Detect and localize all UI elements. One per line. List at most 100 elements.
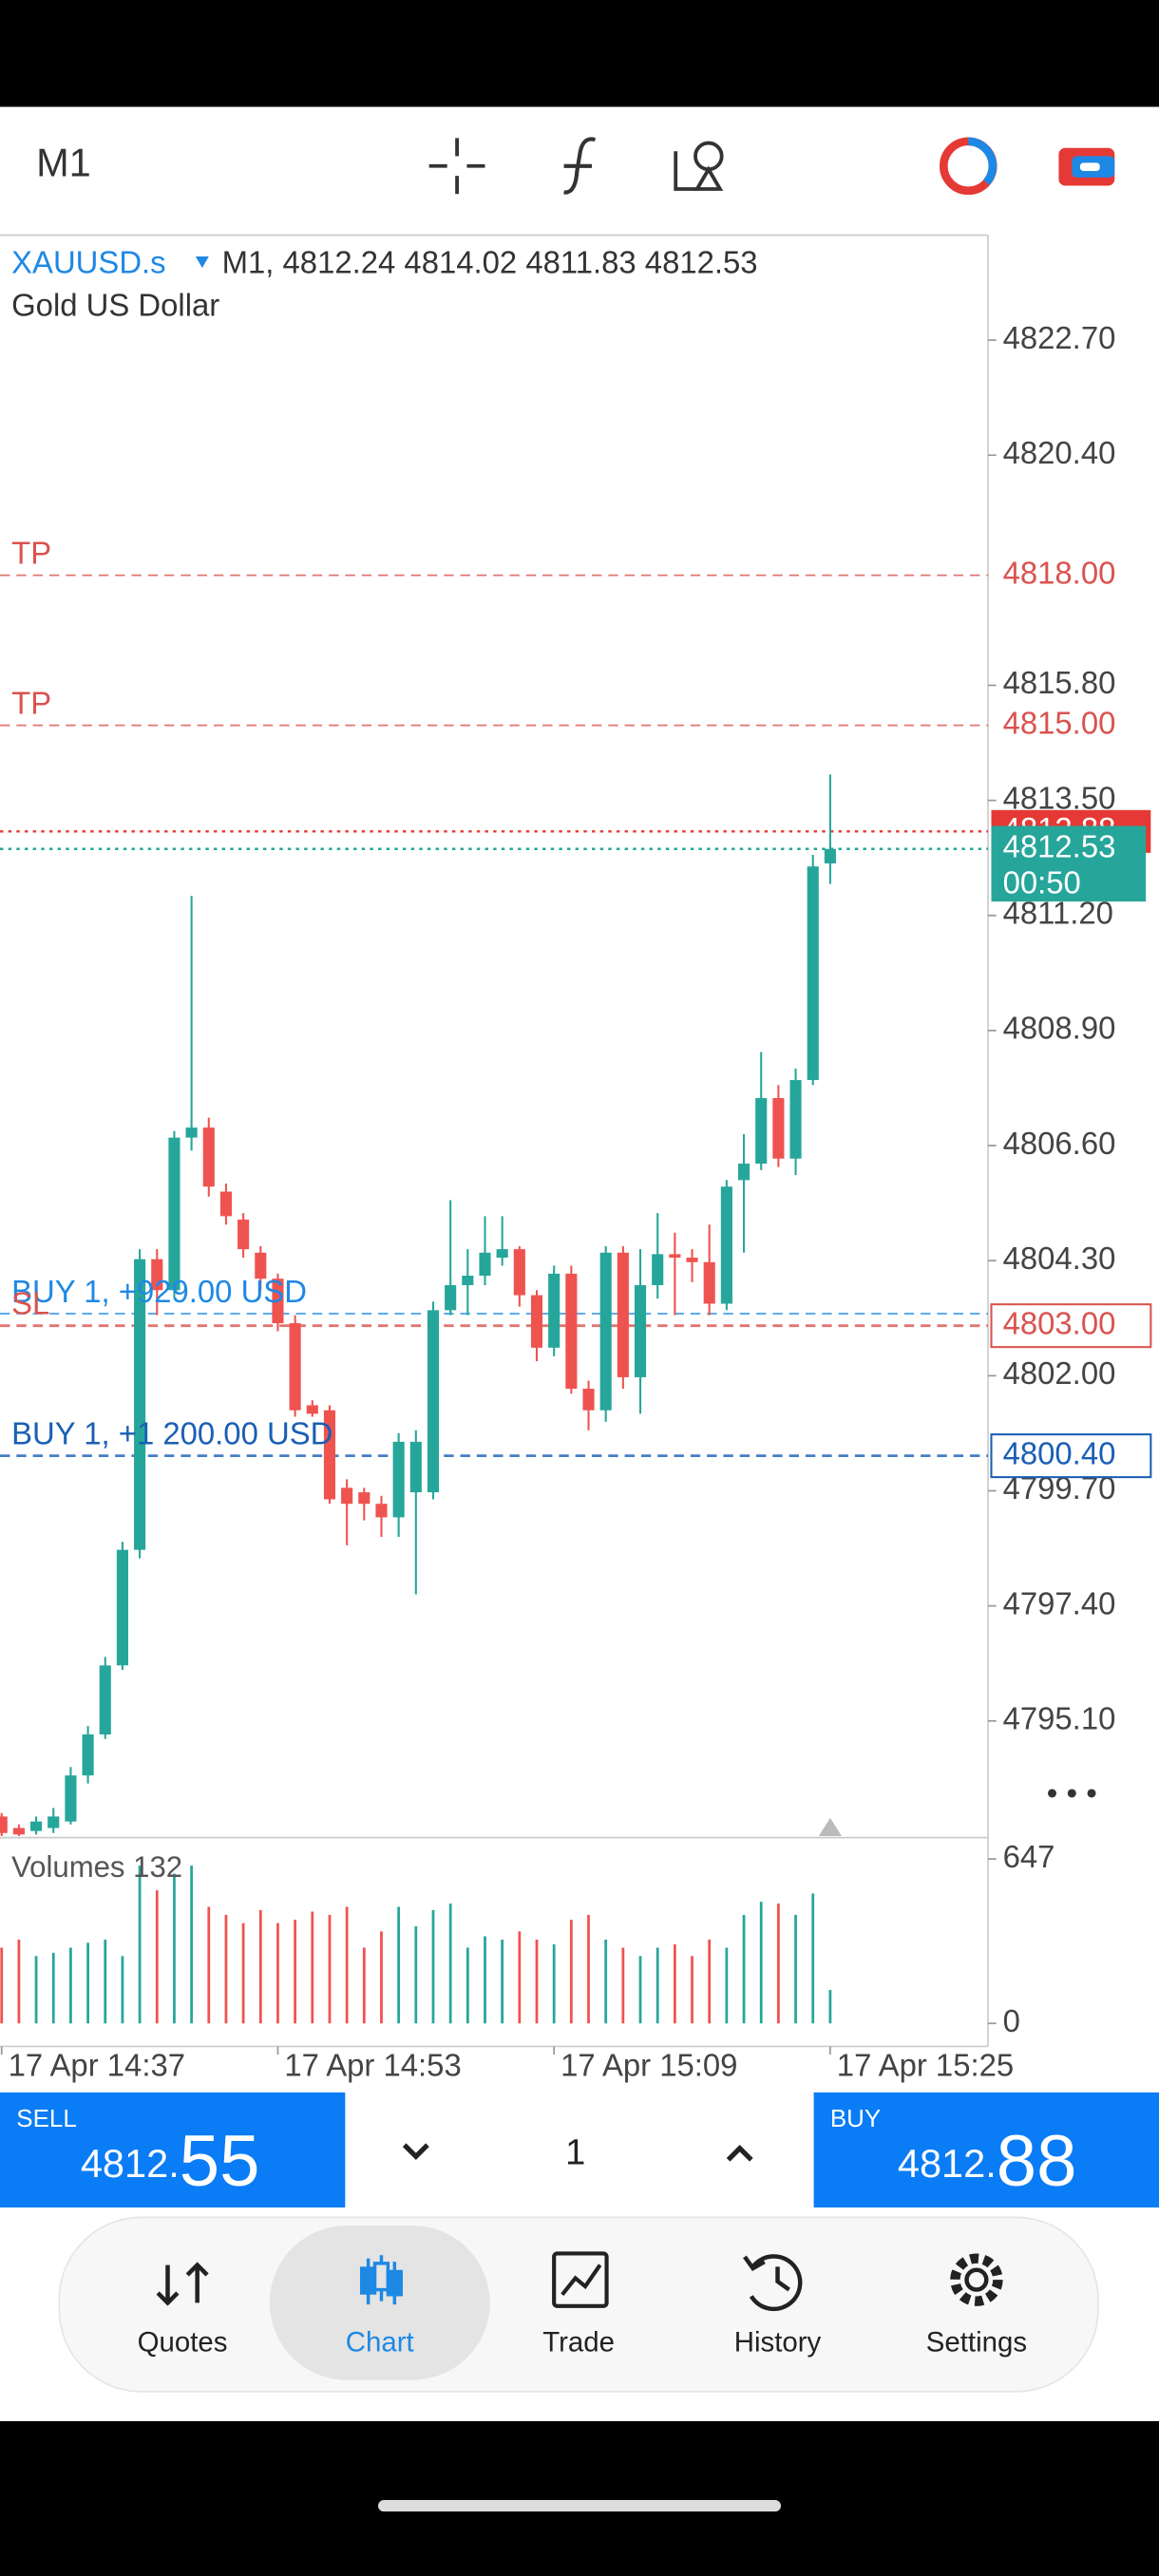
nav-label[interactable]: Trade [542,2326,615,2358]
nav-label[interactable]: Settings [926,2326,1027,2358]
candle-body [48,1816,60,1828]
level-value: 4803.00 [1003,1305,1116,1340]
symbol-menu-caret[interactable] [195,256,209,269]
candle-body [219,1191,233,1217]
candle-body [789,1080,802,1159]
candle-body [703,1261,715,1304]
chart-icon [359,2255,403,2305]
level-value: 4800.40 [1003,1435,1116,1470]
candle-body [238,1220,250,1250]
x-tick-label: 17 Apr 14:37 [9,2048,185,2083]
candle-body [289,1323,301,1411]
volume-tick-label: 0 [1003,2003,1020,2038]
timeframe[interactable]: M1 [36,141,91,185]
candle-body [272,1279,284,1324]
candle-body [151,1259,163,1291]
trade-icon [552,2251,609,2308]
level-value: 4815.00 [1003,705,1116,740]
candle-body [582,1389,595,1411]
candle-body [375,1504,388,1518]
candle-body [30,1821,43,1831]
candle-body [445,1285,457,1311]
level-label: BUY 1, +929.00 USD [11,1274,307,1309]
candle-body [617,1252,629,1377]
chart-layer: 4822.704820.404815.804813.504811.204808.… [0,320,1152,2083]
level-label: SL [11,1286,49,1321]
symbol-description: Gold US Dollar [11,287,219,322]
y-tick-label: 4815.80 [1003,665,1116,700]
nav-labels: Quotes Chart Trade History Settings [138,2326,1027,2358]
nav-label[interactable]: Quotes [138,2326,228,2358]
candle-body [82,1734,94,1776]
more-icon[interactable] [1048,1789,1096,1798]
y-tick-label: 4808.90 [1003,1011,1116,1046]
home-indicator[interactable] [378,2500,781,2512]
x-tick-label: 17 Apr 15:09 [560,2048,737,2083]
candle-body [306,1405,318,1414]
indicators-icon[interactable] [563,137,597,195]
y-tick-label: 4804.30 [1003,1241,1116,1276]
nav-label[interactable]: History [734,2326,822,2358]
scroll-marker[interactable] [818,1817,843,1836]
candle-body [669,1254,681,1259]
volume-decrease[interactable] [402,2143,429,2161]
candle-body [134,1259,146,1550]
y-tick-label: 4822.70 [1003,320,1116,355]
buy-button[interactable] [813,2092,1159,2208]
sell-price: 4812.55 [81,2121,260,2202]
sell-button[interactable] [0,2092,346,2208]
bid-countdown: 00:50 [1003,864,1081,900]
candle-body [185,1127,198,1138]
candle-body [737,1164,750,1181]
candle-body [513,1249,525,1296]
candle-body [392,1441,405,1518]
sell-price-big: 55 [180,2121,260,2202]
quotes-icon [156,2262,209,2306]
signal-icon[interactable] [939,137,998,196]
sell-label: SELL [16,2106,76,2132]
candle-body [720,1186,732,1304]
candle-body [341,1487,353,1505]
candle-body [116,1549,128,1666]
candle-body [634,1285,647,1377]
volume-increase[interactable] [726,2145,753,2162]
y-tick-label: 4795.10 [1003,1700,1116,1735]
candle-body [462,1276,474,1286]
candle-body [530,1295,543,1348]
level-label: TP [11,686,51,721]
candle-body [323,1410,336,1500]
sell-price-small: 4812. [81,2141,180,2186]
candle-body [807,866,819,1081]
crosshair-icon[interactable] [428,138,485,195]
bid-tag [991,825,1147,902]
nav-label[interactable]: Chart [346,2326,414,2358]
candle-body [496,1249,508,1259]
ohlc-header: M1, 4812.24 4814.02 4811.83 4812.53 [222,244,758,279]
trade-volume[interactable]: 1 [565,2133,585,2173]
y-tick-label: 4802.00 [1003,1355,1116,1391]
x-tick-label: 17 Apr 14:53 [284,2048,461,2083]
y-tick-label: 4797.40 [1003,1585,1116,1620]
status-bar [0,0,1159,107]
candle-body [427,1310,440,1493]
bottom-bar [0,2420,1159,2576]
candle-body [755,1098,768,1165]
level-label: TP [11,536,51,571]
level-value: 4818.00 [1003,555,1116,590]
volume-title: Volumes 132 [11,1850,182,1884]
candle-body [255,1252,267,1279]
buy-price: 4812.88 [898,2121,1077,2202]
volume-tick-label: 647 [1003,1839,1055,1874]
objects-icon[interactable] [674,141,724,191]
candle-body [12,1828,25,1835]
symbol[interactable]: XAUUSD.s [11,244,166,279]
candle-body [0,1816,8,1833]
history-icon [743,2254,803,2312]
account-icon[interactable] [1058,147,1115,186]
buy-label: BUY [830,2106,881,2132]
candle-body [409,1441,422,1493]
app-background [0,106,1159,2421]
buy-price-big: 88 [997,2121,1077,2202]
